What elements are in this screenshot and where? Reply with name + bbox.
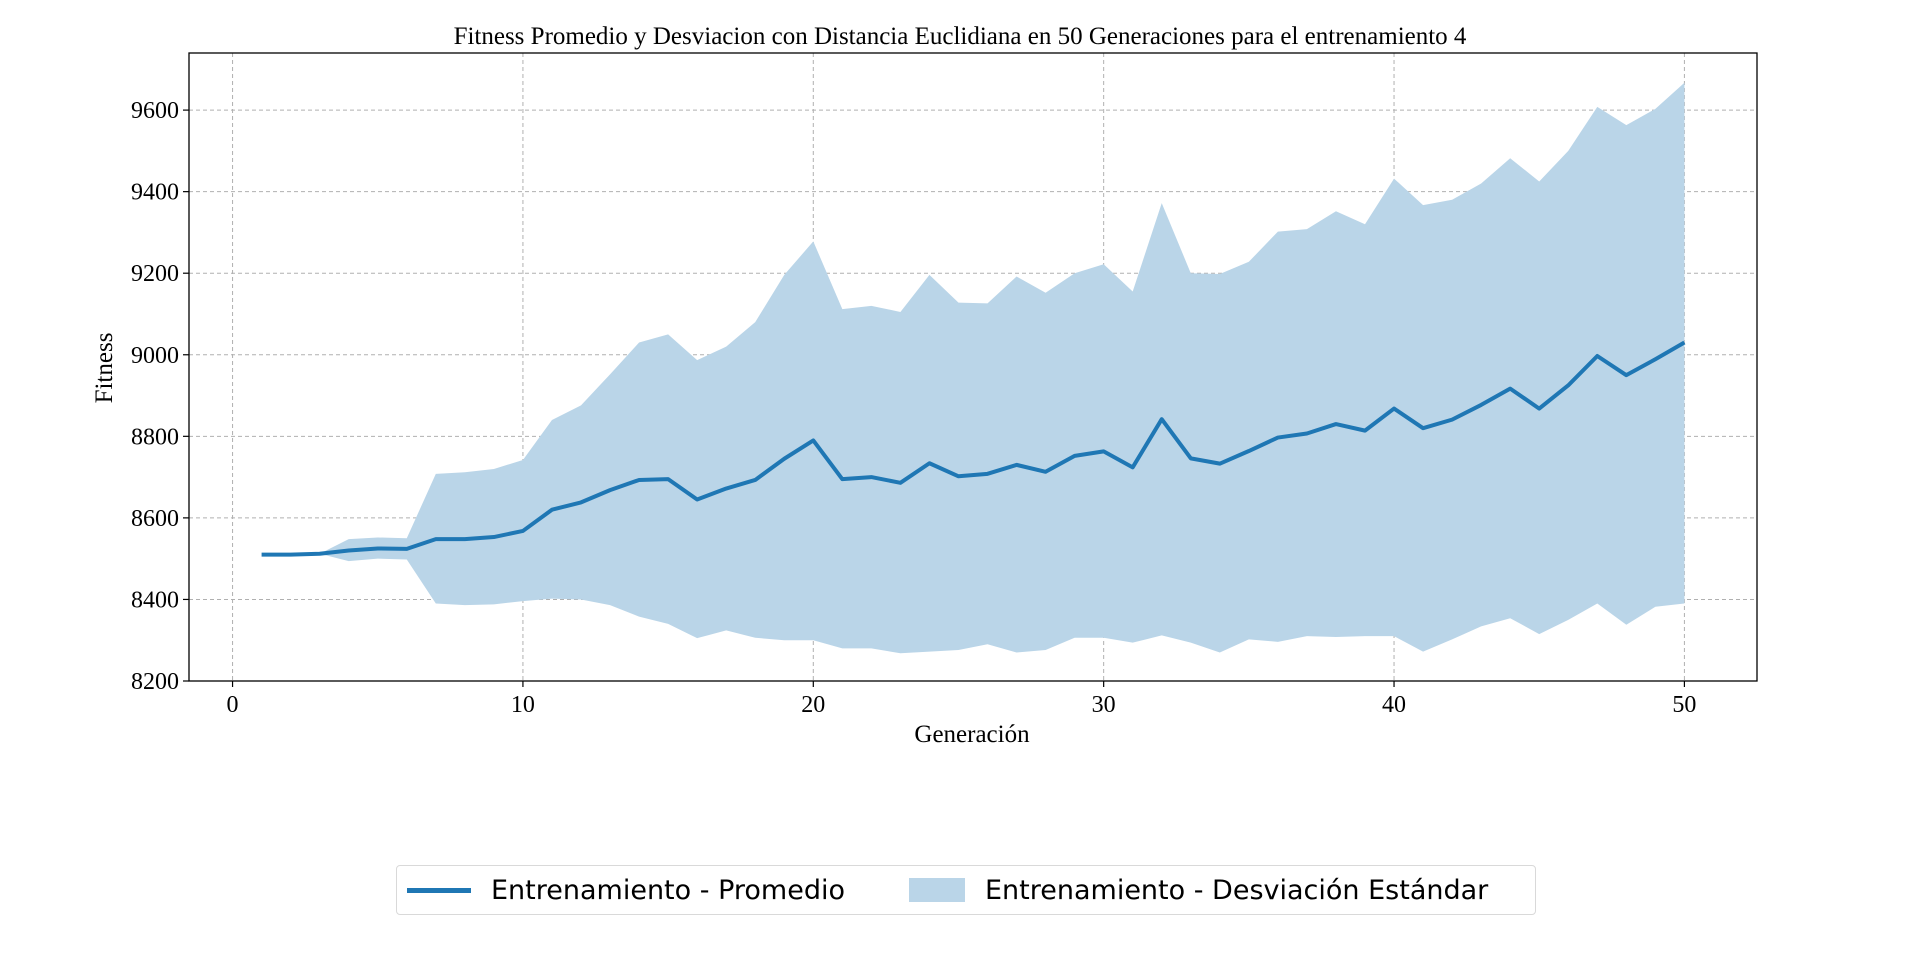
y-tick-label: 9200	[131, 261, 179, 287]
x-tick-label: 30	[1092, 692, 1116, 718]
axis-ticks: 0 10 20 30 40 50 8200 8400 8600 8800 9000 9200 9400 9…	[131, 98, 1696, 718]
y-tick-label: 8400	[131, 587, 179, 613]
legend-band-swatch	[908, 878, 965, 902]
y-tick-label: 8600	[131, 506, 179, 532]
y-axis-label: Fitness	[91, 333, 118, 404]
chart-title: Fitness Promedio y Desviacion con Distan…	[454, 23, 1467, 50]
x-axis-label: Generación	[914, 721, 1030, 748]
x-tick-label: 0	[227, 692, 239, 718]
std-dev-band	[261, 82, 1685, 654]
x-tick-label: 20	[801, 692, 825, 718]
y-tick-label: 9600	[131, 98, 179, 124]
legend: Entrenamiento - Promedio Entrenamiento -…	[396, 865, 1536, 915]
legend-item-mean: Entrenamiento - Promedio	[397, 875, 845, 906]
legend-item-std: Entrenamiento - Desviación Estándar	[845, 875, 1488, 906]
legend-line-swatch	[407, 887, 471, 893]
legend-label-std: Entrenamiento - Desviación Estándar	[984, 874, 1489, 906]
mean-line	[261, 340, 1686, 557]
y-tick-label: 9400	[131, 180, 179, 206]
y-tick-label: 8200	[131, 669, 179, 695]
x-tick-label: 40	[1382, 692, 1406, 718]
y-tick-label: 8800	[131, 424, 179, 450]
y-tick-label: 9000	[131, 343, 179, 369]
x-tick-label: 50	[1672, 692, 1696, 718]
plot-frame	[188, 52, 1758, 682]
legend-label-mean: Entrenamiento - Promedio	[491, 874, 845, 906]
x-tick-label: 10	[511, 692, 535, 718]
